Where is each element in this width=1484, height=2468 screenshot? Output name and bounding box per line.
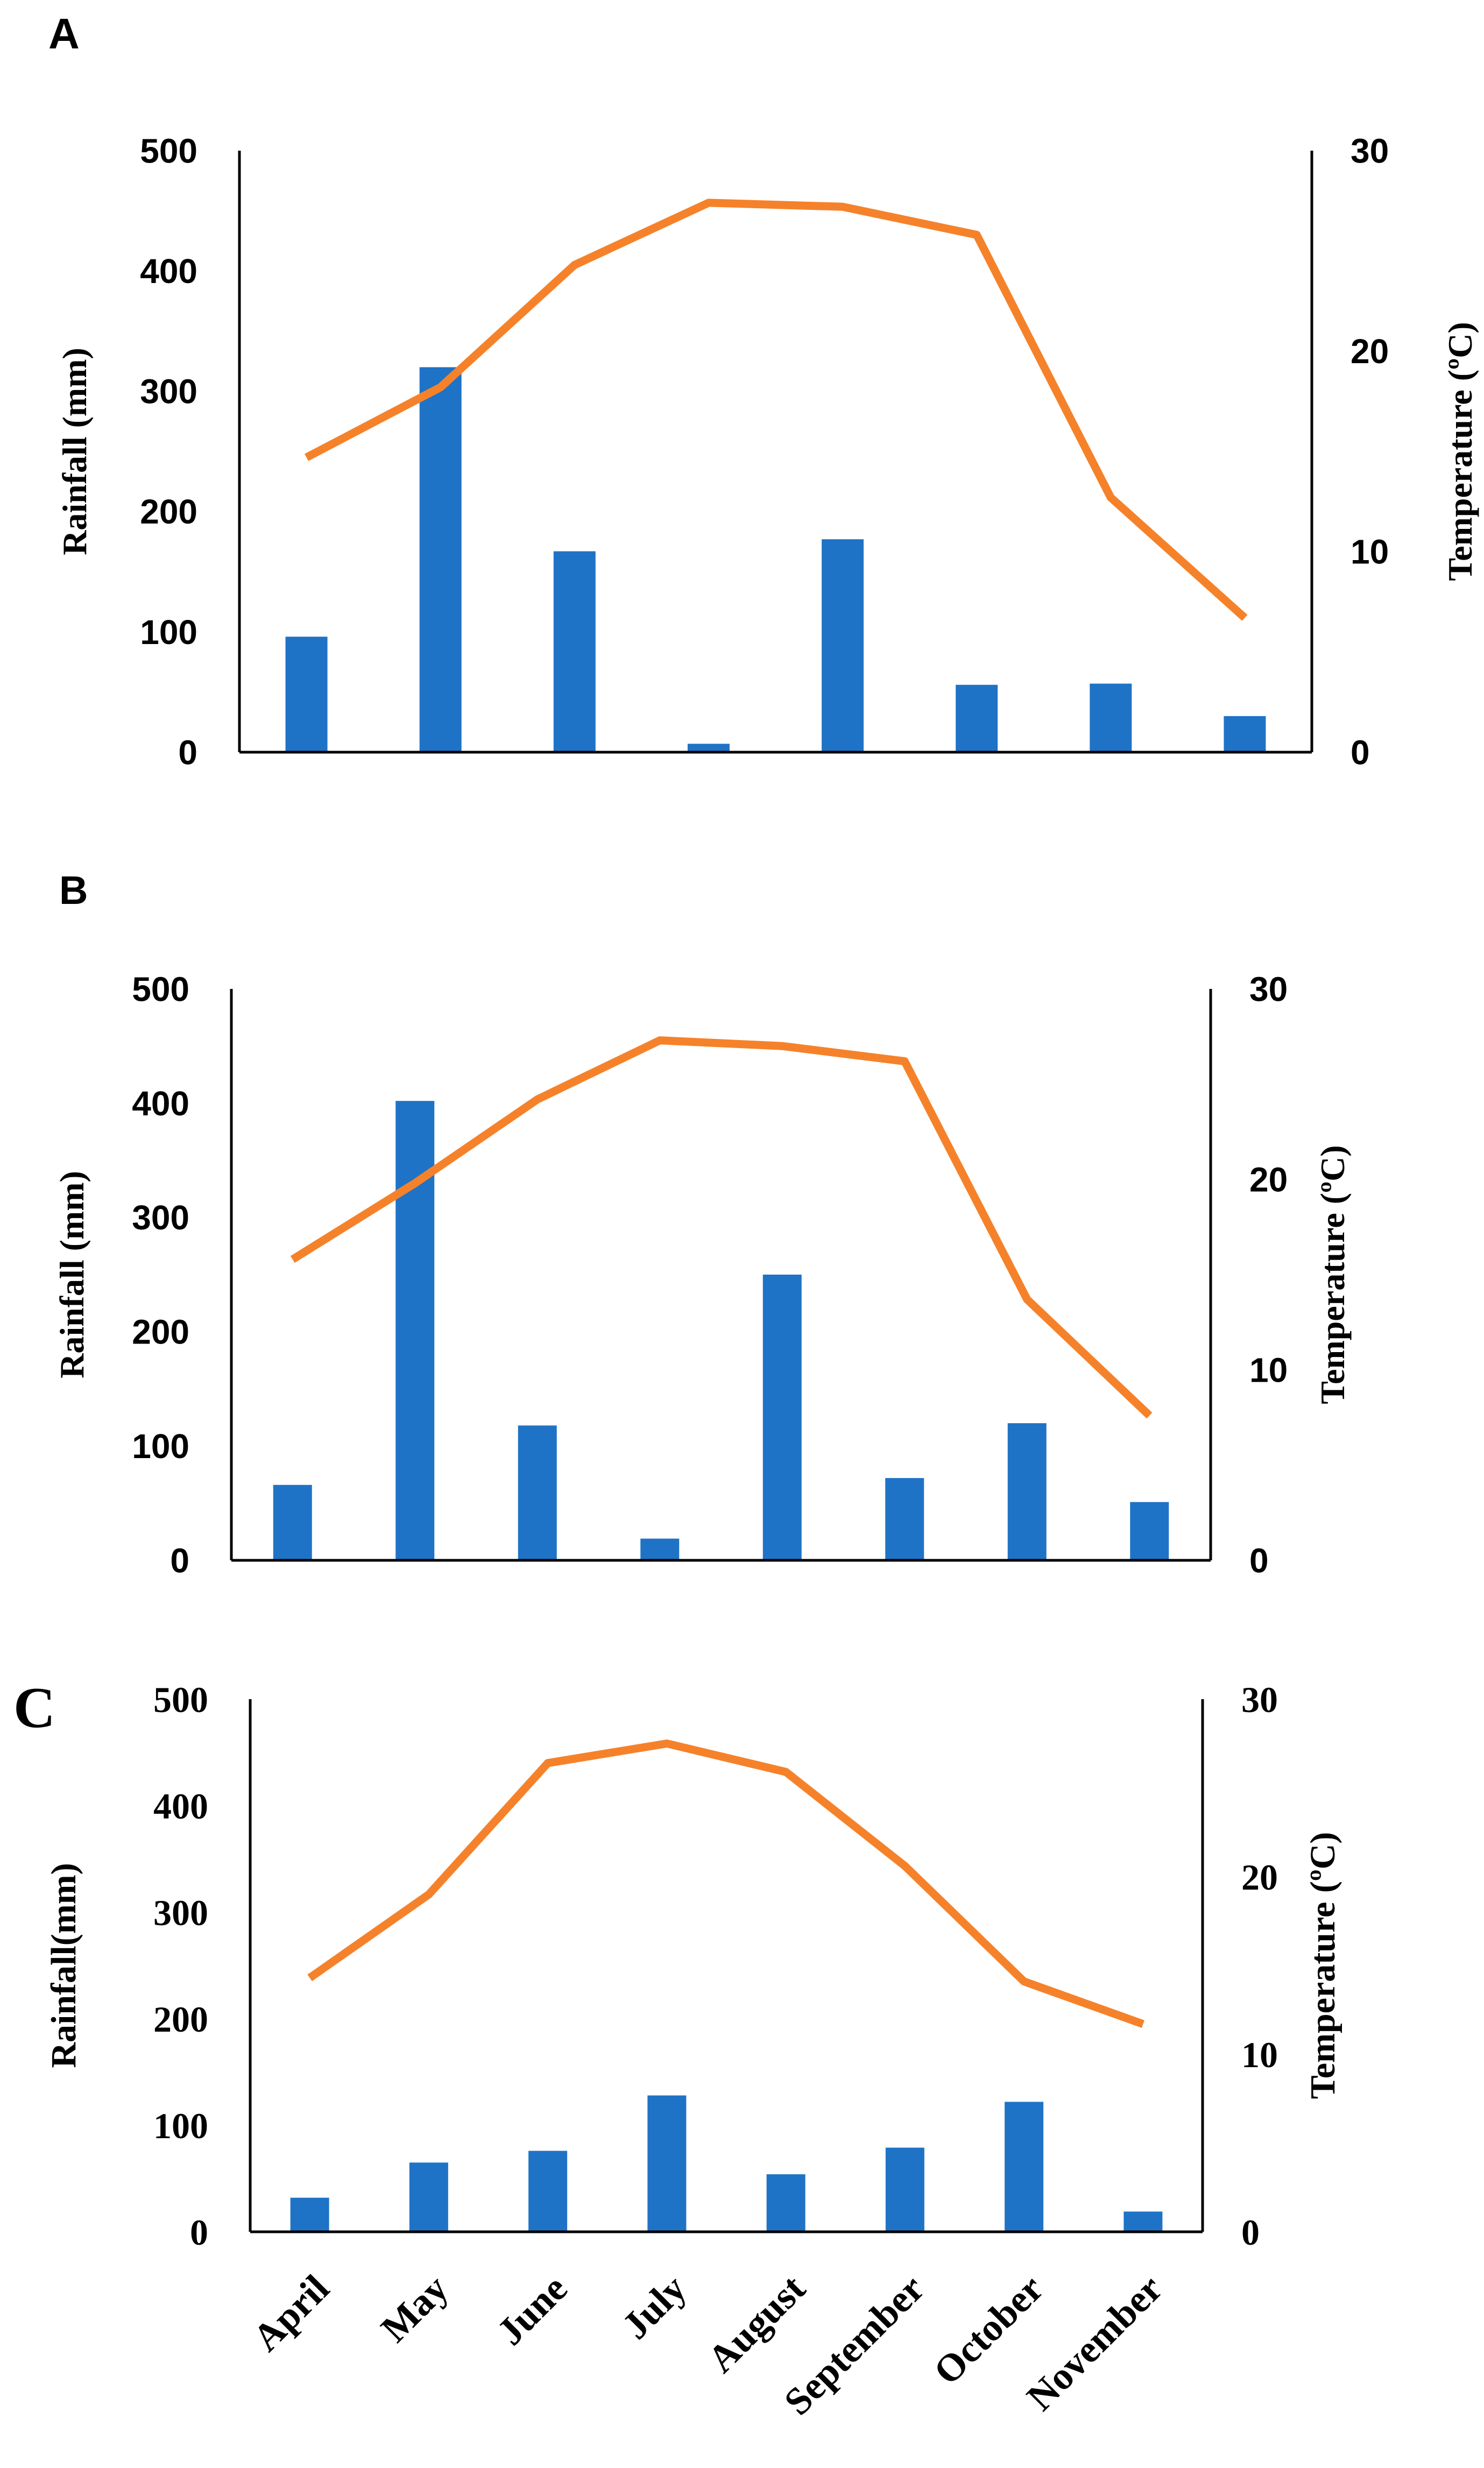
panel-a-ylabel: Rainfall (mm) (55, 348, 94, 555)
panel-b-ylabel: Rainfall (mm) (53, 1171, 91, 1378)
panel-a-ytick-label: 200 (140, 492, 197, 531)
panel-b-bar-november (1130, 1502, 1169, 1560)
panel-c-ytick-label: 200 (153, 1999, 208, 2040)
panel-a-bar-may (419, 367, 462, 752)
panel-c: C 0 100 200 300 400 500 0 10 20 30 Rainfall(mm) Temp… (13, 1676, 1342, 2423)
panel-a-y2tick-label: 30 (1351, 131, 1389, 170)
panel-a-bar-june (553, 551, 596, 752)
panel-b-bar-august (762, 1275, 802, 1560)
panel-c-ytick-label: 300 (153, 1892, 208, 1933)
panel-c-xtick-label-may: May (373, 2267, 457, 2351)
panel-c-y2tick-label: 0 (1241, 2212, 1260, 2253)
panel-b-bar-october (1007, 1423, 1047, 1560)
panel-b-ytick-label: 400 (132, 1084, 189, 1123)
panel-a-bar-october (1090, 683, 1132, 752)
panel-a-ytick-label: 100 (140, 613, 197, 652)
panel-c-bar-september (885, 2147, 924, 2232)
panel-a-bar-april (285, 637, 328, 752)
panel-a-ytick-label: 300 (140, 372, 197, 411)
panel-a-ytick-label: 500 (140, 131, 197, 170)
panel-c-xtick-label-april: April (244, 2267, 337, 2360)
panel-c-ytick-label: 0 (190, 2212, 208, 2253)
panel-b-y2tick-label: 0 (1249, 1541, 1269, 1580)
panel-b-ytick-label: 200 (132, 1313, 189, 1352)
panel-b-ytick-label: 0 (170, 1541, 189, 1580)
panel-c-y2label: Temperature (ºC) (1303, 1832, 1342, 2099)
panel-a-bar-november (1224, 716, 1266, 752)
panel-a-bar-july (687, 744, 730, 752)
panel-c-xtick-label-june: June (489, 2267, 575, 2353)
panel-c-ylabel: Rainfall(mm) (44, 1863, 83, 2068)
panel-c-bar-april (290, 2197, 329, 2232)
panel-a-y2label: Temperature (ºC) (1441, 322, 1479, 581)
panel-b-y2label: Temperature (ºC) (1313, 1145, 1352, 1404)
panel-a-ytick-label: 400 (140, 252, 197, 291)
panel-c-bar-july (647, 2095, 687, 2232)
panel-c-bar-may (409, 2162, 448, 2232)
panel-b-ytick-label: 500 (132, 970, 189, 1008)
panel-b-bar-september (885, 1478, 924, 1560)
panel-b-ytick-label: 100 (132, 1427, 189, 1466)
panel-a: A 0 100 200 300 400 500 0 10 20 30 Rainfall (mm) Tem… (48, 10, 1479, 772)
panel-b-y2tick-label: 20 (1249, 1160, 1288, 1199)
panel-c-bar-november (1123, 2211, 1163, 2232)
panel-b-letter: B (59, 868, 88, 913)
panel-a-y2tick-label: 10 (1351, 533, 1389, 571)
panel-a-y2tick-label: 0 (1351, 733, 1370, 772)
panel-c-bar-october (1005, 2102, 1044, 2232)
panel-b-bar-june (518, 1425, 557, 1560)
panel-b-bar-april (273, 1484, 312, 1560)
panel-a-letter: A (48, 10, 80, 58)
panel-c-y2tick-label: 30 (1241, 1679, 1278, 1720)
panel-b: B 0 100 200 300 400 500 0 10 20 30 Rainfall (mm) Tem… (53, 868, 1352, 1580)
panel-b-temperature-line (290, 1036, 1153, 1419)
panel-c-y2tick-label: 10 (1241, 2034, 1278, 2075)
panel-c-xtick-label-august: August (699, 2267, 814, 2381)
panel-c-temperature-line (307, 1739, 1144, 2028)
panel-a-bar-august (822, 539, 864, 752)
panel-b-ytick-label: 300 (132, 1198, 189, 1237)
panel-b-y2tick-label: 10 (1249, 1350, 1288, 1389)
panel-c-y2tick-label: 20 (1241, 1857, 1278, 1898)
panel-a-temperature-line (305, 199, 1248, 621)
panel-a-bar-september (956, 684, 998, 752)
panel-c-xtick-label-july: July (614, 2267, 695, 2347)
panel-a-y2tick-label: 20 (1351, 332, 1389, 371)
panel-c-ytick-label: 100 (153, 2105, 208, 2146)
panel-c-ytick-label: 500 (153, 1679, 208, 1720)
panel-b-bar-july (640, 1538, 680, 1560)
panel-c-ytick-label: 400 (153, 1786, 208, 1827)
panel-c-letter: C (13, 1676, 55, 1740)
panel-c-bar-august (766, 2174, 805, 2232)
panel-c-bar-june (528, 2151, 568, 2232)
panel-a-ytick-label: 0 (178, 733, 197, 772)
panel-b-y2tick-label: 30 (1249, 970, 1288, 1008)
